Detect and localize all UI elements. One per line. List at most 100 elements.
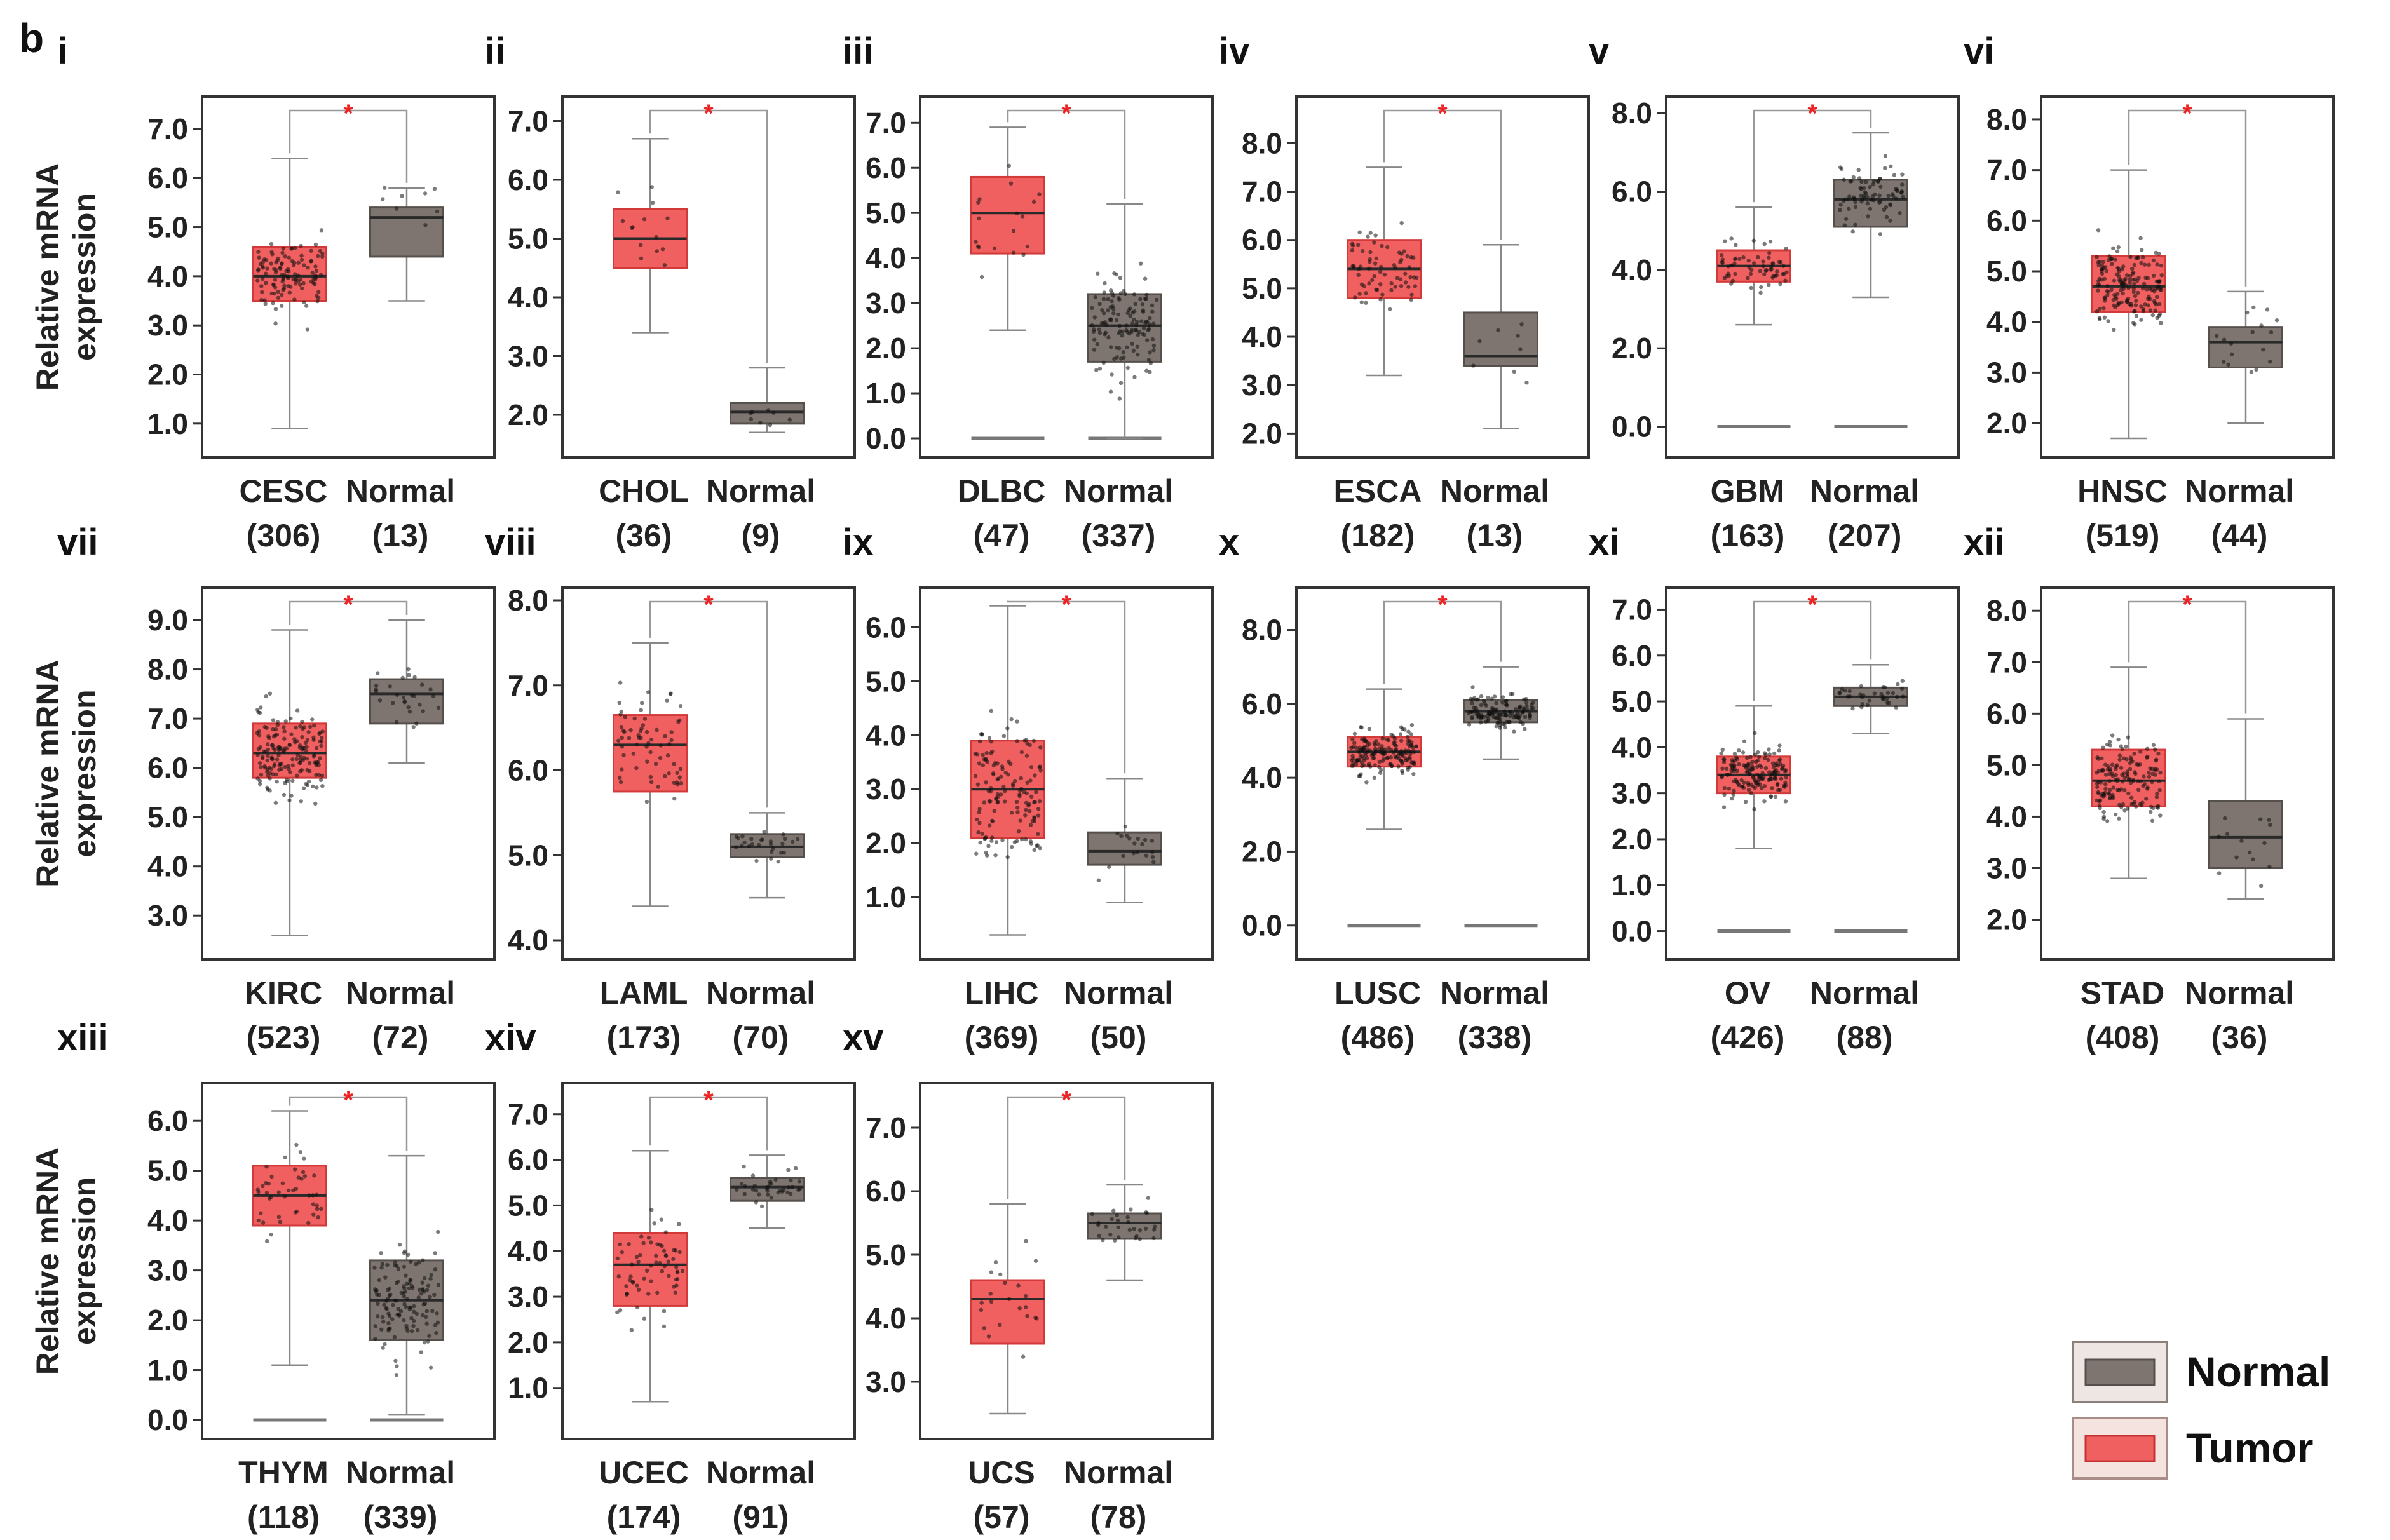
- sample-point: [420, 682, 424, 687]
- sample-point: [423, 223, 428, 227]
- sample-point: [982, 836, 988, 841]
- sample-point: [1360, 248, 1365, 253]
- sample-point: [771, 846, 775, 851]
- significance-bracket: [289, 600, 408, 625]
- sample-point: [402, 1291, 406, 1295]
- sample-point: [2258, 884, 2264, 888]
- sample-point: [2101, 306, 2106, 311]
- sample-point: [294, 1142, 299, 1147]
- plot-frame: [2040, 586, 2335, 961]
- sample-point: [1009, 811, 1014, 815]
- sample-point: [1367, 281, 1371, 286]
- plot-frame: [1665, 95, 1960, 459]
- sample-point: [381, 1346, 385, 1350]
- sample-point: [320, 729, 325, 734]
- sample-point: [630, 1280, 635, 1285]
- sample-point: [262, 298, 267, 302]
- sample-point: [1096, 1220, 1101, 1226]
- sample-point: [1530, 702, 1534, 707]
- sample-point: [2269, 330, 2274, 335]
- y-tick-label: 0.0: [1242, 909, 1282, 942]
- sample-point: [1479, 703, 1484, 708]
- sample-point: [630, 226, 634, 231]
- sample-point: [436, 705, 441, 710]
- sample-point: [1900, 172, 1905, 177]
- y-tick-label: 0.0: [1612, 915, 1652, 948]
- sample-point: [1132, 841, 1137, 846]
- sample-point: [405, 1328, 410, 1334]
- sample-point: [1014, 799, 1019, 804]
- sample-point: [1737, 783, 1742, 788]
- sample-point: [278, 266, 283, 270]
- sample-point: [262, 764, 267, 769]
- sample-point: [620, 219, 625, 224]
- sample-point: [2110, 262, 2114, 266]
- sample-point: [1490, 696, 1494, 701]
- sample-point: [1403, 756, 1408, 760]
- sample-point: [649, 780, 654, 785]
- sample-point: [2119, 766, 2124, 770]
- sample-count: (338): [1458, 1020, 1532, 1055]
- sample-point: [420, 1313, 425, 1318]
- sample-point: [320, 773, 325, 778]
- panel-numeral: xiii: [57, 1017, 109, 1058]
- sample-point: [667, 741, 672, 746]
- sample-point: [2154, 302, 2159, 307]
- sample-point: [1895, 694, 1899, 699]
- sample-point: [1524, 381, 1529, 385]
- sample-point: [282, 729, 287, 734]
- sample-point: [1767, 255, 1771, 260]
- category-label: THYM: [238, 1455, 329, 1490]
- sample-point: [379, 1251, 383, 1255]
- sample-point: [634, 742, 639, 747]
- sample-point: [2153, 773, 2157, 777]
- sample-point: [265, 767, 270, 772]
- sample-point: [656, 785, 660, 789]
- sample-point: [2222, 337, 2227, 342]
- sample-point: [1148, 316, 1152, 320]
- sample-point: [1007, 1297, 1012, 1301]
- sample-point: [1865, 703, 1870, 708]
- sample-point: [616, 190, 620, 194]
- y-tick-label: 4.0: [508, 281, 548, 314]
- sample-count: (36): [616, 518, 672, 553]
- sample-point: [1362, 284, 1366, 288]
- sample-point: [1867, 698, 1872, 703]
- sample-point: [989, 739, 994, 744]
- sample-point: [288, 285, 293, 289]
- sample-point: [260, 290, 264, 294]
- sample-point: [2098, 306, 2102, 311]
- sample-point: [1735, 768, 1739, 773]
- sample-point: [275, 259, 280, 263]
- sample-point: [283, 764, 287, 769]
- sample-point: [1115, 1218, 1120, 1223]
- sample-point: [1355, 243, 1361, 247]
- sample-point: [1496, 720, 1500, 726]
- y-axis-label: Relative mRNA: [30, 659, 65, 887]
- sample-count: (13): [1467, 518, 1523, 553]
- sample-point: [1378, 771, 1383, 775]
- y-tick-label: 5.0: [1612, 685, 1652, 718]
- sample-point: [676, 782, 680, 787]
- sample-point: [275, 757, 280, 762]
- sample-point: [312, 1173, 316, 1178]
- sample-point: [426, 1283, 431, 1288]
- sample-point: [663, 1230, 668, 1234]
- legend-tumor-label: Tumor: [2186, 1424, 2313, 1471]
- sample-point: [1356, 273, 1361, 278]
- sample-point: [769, 856, 773, 861]
- sample-point: [677, 1222, 681, 1226]
- sample-point: [1117, 323, 1122, 328]
- legend-normal-swatch: [2084, 1358, 2156, 1386]
- sample-point: [2121, 756, 2126, 760]
- sample-point: [1028, 839, 1033, 844]
- sample-point: [2150, 767, 2154, 771]
- sample-point: [649, 1279, 653, 1283]
- sample-point: [2154, 250, 2158, 255]
- sample-point: [1106, 308, 1110, 313]
- sample-point: [2239, 839, 2244, 843]
- sample-point: [1901, 694, 1905, 699]
- sample-point: [256, 1218, 261, 1223]
- sample-point: [987, 823, 992, 828]
- sample-point: [2115, 763, 2119, 767]
